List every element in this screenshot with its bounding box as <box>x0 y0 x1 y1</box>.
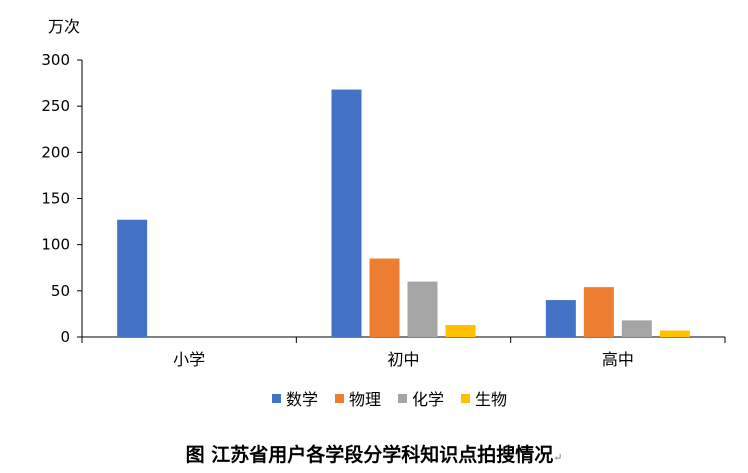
caption-title: 图 江苏省用户各学段分学科知识点拍搜情况 <box>185 444 554 466</box>
bar-1-0 <box>331 89 362 338</box>
legend: 数学 物理 化学 生物 <box>272 390 507 409</box>
bar-2-2 <box>621 320 652 337</box>
category-label: 初中 <box>387 350 419 369</box>
legend-swatch <box>272 394 281 403</box>
legend-label: 数学 <box>286 390 318 409</box>
y-unit-label: 万次 <box>48 17 80 36</box>
y-tick-label: 100 <box>41 236 70 254</box>
bar-2-3 <box>659 330 690 337</box>
y-tick-label: 50 <box>51 282 70 300</box>
bar-1-2 <box>407 281 438 337</box>
legend-label: 物理 <box>349 390 381 409</box>
y-tick-label: 0 <box>60 328 70 346</box>
legend-label: 化学 <box>412 390 444 409</box>
bar-1-3 <box>445 324 476 337</box>
bar-0-0 <box>117 219 148 337</box>
bar-1-1 <box>369 258 400 337</box>
legend-label: 生物 <box>475 390 507 409</box>
bar-2-0 <box>545 300 576 337</box>
bar-2-1 <box>583 287 614 337</box>
figure-caption: 图 江苏省用户各学段分学科知识点拍搜情况↵ <box>0 440 748 467</box>
legend-swatch <box>461 394 470 403</box>
y-tick-label: 300 <box>41 51 70 69</box>
bar-chart: 万次 0 50 100 150 200 250 300 小学 初中 高中 数学 物理 化学 生物 <box>41 17 726 409</box>
y-axis: 0 50 100 150 200 250 300 <box>41 51 83 346</box>
y-tick-label: 200 <box>41 143 70 161</box>
x-axis: 小学 初中 高中 <box>81 336 726 369</box>
legend-swatch <box>398 394 407 403</box>
y-tick-label: 250 <box>41 97 70 115</box>
return-mark-icon: ↵ <box>553 451 563 464</box>
legend-swatch <box>335 394 344 403</box>
category-label: 小学 <box>173 350 205 369</box>
y-tick-label: 150 <box>41 190 70 208</box>
category-label: 高中 <box>602 350 634 369</box>
bars-group <box>117 89 690 338</box>
